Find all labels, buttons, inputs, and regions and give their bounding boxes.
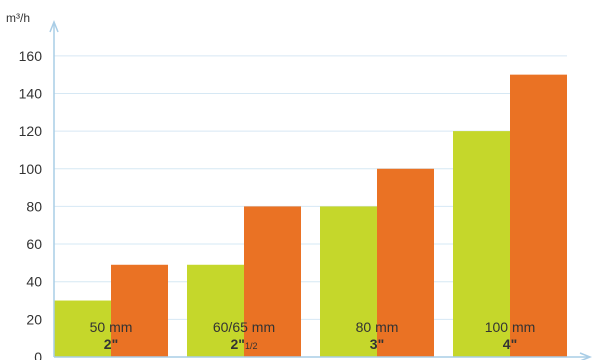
category-size: 80 — [356, 319, 372, 335]
y-tick-label: 160 — [19, 48, 43, 64]
y-tick-label: 20 — [26, 311, 42, 327]
bars-group — [54, 74, 567, 357]
category-unit: mm — [109, 319, 132, 335]
category-unit: mm — [375, 319, 398, 335]
y-axis-label: m³/h — [6, 11, 30, 25]
y-tick-label: 140 — [19, 85, 43, 101]
category-labels: 50 mm2"60/65 mm2"1/280 mm3"100 mm4" — [90, 319, 536, 352]
y-tick-label: 100 — [19, 161, 43, 177]
category-label-metric: 80 mm — [356, 319, 399, 335]
category-inch: 4" — [503, 336, 517, 352]
category-inch: 2" — [104, 336, 118, 352]
bar — [320, 206, 377, 357]
bar — [54, 300, 111, 357]
bar — [510, 74, 567, 357]
category-label-inch: 2"1/2 — [231, 336, 258, 352]
category-size: 60/65 — [213, 319, 248, 335]
y-tick-label: 80 — [26, 198, 42, 214]
category-size: 50 — [90, 319, 106, 335]
category-unit: mm — [252, 319, 275, 335]
category-label-metric: 50 mm — [90, 319, 133, 335]
category-label-inch: 4" — [503, 336, 517, 352]
category-unit: mm — [512, 319, 535, 335]
y-tick-label: 60 — [26, 236, 42, 252]
bar — [377, 168, 434, 357]
category-label-inch: 2" — [104, 336, 118, 352]
category-fraction: 1/2 — [245, 341, 258, 351]
category-size: 100 — [485, 319, 509, 335]
bar — [187, 264, 244, 357]
axes — [49, 19, 593, 360]
category-inch: 2" — [231, 336, 245, 352]
bar — [244, 206, 301, 357]
category-label-metric: 100 mm — [485, 319, 536, 335]
bar — [111, 264, 168, 357]
category-label-inch: 3" — [370, 336, 384, 352]
y-tick-label: 0 — [34, 349, 42, 360]
y-tick-label: 120 — [19, 123, 43, 139]
category-inch: 3" — [370, 336, 384, 352]
bar — [453, 131, 510, 357]
y-axis-arrow — [49, 19, 59, 33]
category-label-metric: 60/65 mm — [213, 319, 275, 335]
y-tick-label: 40 — [26, 274, 42, 290]
y-tick-labels: 0 20 40 60 80 100 120 140 160 — [19, 48, 43, 360]
